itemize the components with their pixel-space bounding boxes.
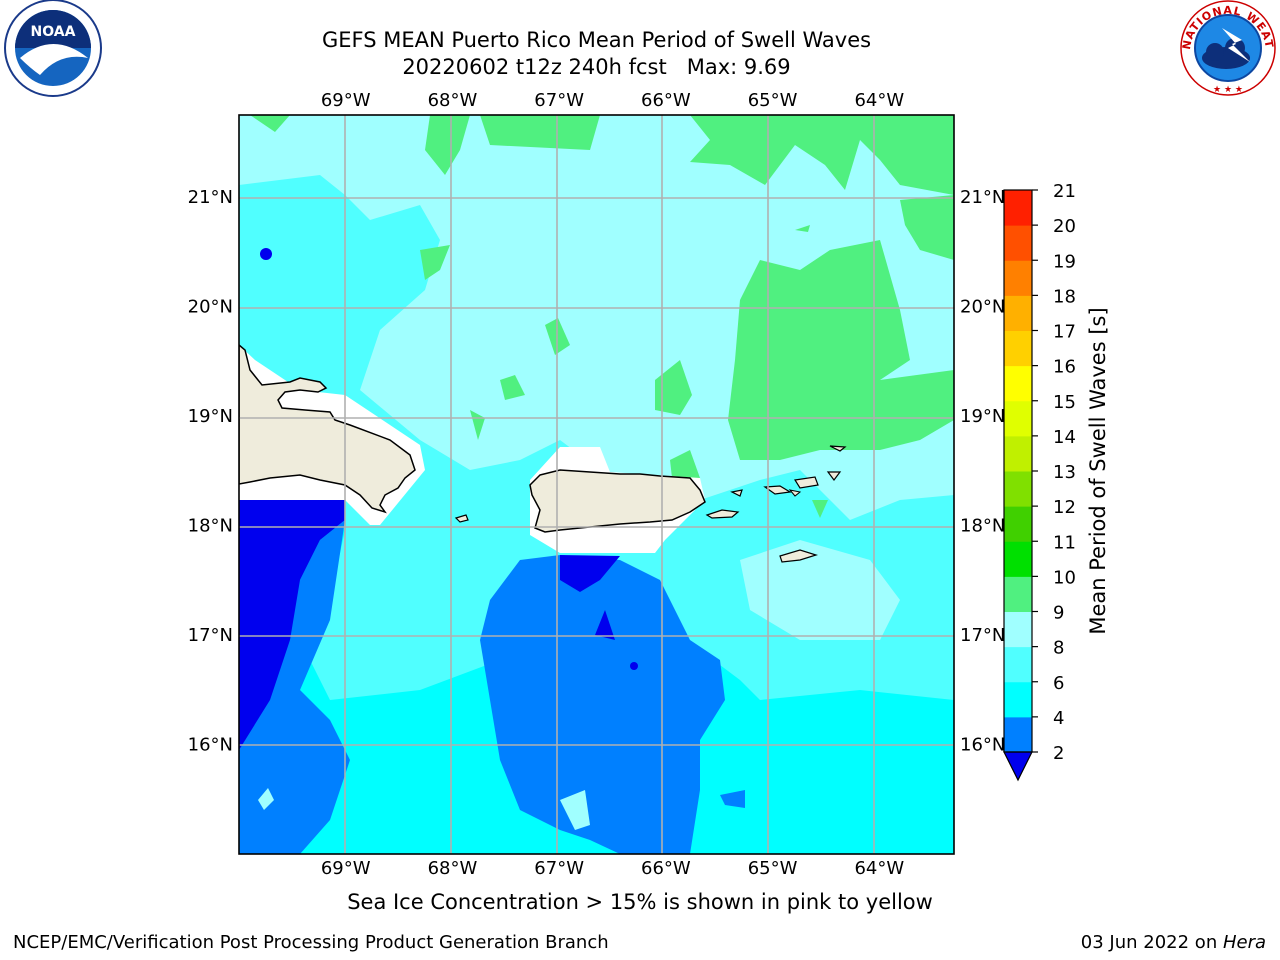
lat-label-left: 21°N <box>188 187 233 208</box>
lon-label-top: 69°W <box>321 90 371 111</box>
footer-credit: NCEP/EMC/Verification Post Processing Pr… <box>13 932 609 953</box>
lat-labels-right: 21°N 20°N 19°N 18°N 17°N 16°N <box>960 187 1005 755</box>
colorbar-tick-label: 12 <box>1053 497 1076 518</box>
lat-label-left: 19°N <box>188 406 233 427</box>
colorbar-tick-label: 14 <box>1053 427 1076 448</box>
colorbar: 2 4 6 8 9 10 11 12 13 14 15 16 17 18 19 20 21 <box>1003 181 1076 782</box>
noaa-logo: NOAA <box>4 0 102 97</box>
lon-label-top: 65°W <box>748 90 798 111</box>
colorbar-tick-label: 10 <box>1053 567 1076 588</box>
colorbar-segment <box>1004 471 1032 507</box>
noaa-logo-text: NOAA <box>31 24 76 40</box>
lat-label-right: 21°N <box>960 187 1005 208</box>
lon-label-bottom: 66°W <box>641 858 691 879</box>
colorbar-segment <box>1004 611 1032 648</box>
lon-label-bottom: 65°W <box>748 858 798 879</box>
colorbar-tick-label: 21 <box>1053 181 1076 202</box>
colorbar-segment <box>1004 576 1032 612</box>
colorbar-label: Mean Period of Swell Waves [s] <box>1086 307 1110 634</box>
lat-label-left: 16°N <box>188 735 233 756</box>
colorbar-tick-label: 11 <box>1053 532 1076 553</box>
map-subtitle: 20220602 t12z 240h fcst Max: 9.69 <box>402 55 791 79</box>
colorbar-segment <box>1004 646 1032 683</box>
colorbar-segment <box>1004 435 1032 472</box>
map-gridlines <box>239 115 954 854</box>
nws-ring-text: NATIONAL WEATHER SERVICE <box>0 0 1275 51</box>
lat-label-right: 16°N <box>960 735 1005 756</box>
colorbar-tick-label: 19 <box>1053 251 1076 272</box>
colorbar-tick-label: 18 <box>1053 286 1076 307</box>
footer-host: Hera <box>1222 932 1266 953</box>
lon-label-bottom: 64°W <box>854 858 904 879</box>
colorbar-segment <box>1004 365 1032 402</box>
colorbar-tick-label: 16 <box>1053 357 1076 378</box>
colorbar-tick-label: 20 <box>1053 216 1076 237</box>
colorbar-segment <box>1004 260 1032 296</box>
colorbar-segment <box>1004 506 1032 542</box>
lon-label-bottom: 69°W <box>321 858 371 879</box>
lon-label-bottom: 68°W <box>428 858 478 879</box>
lat-label-left: 20°N <box>188 297 233 318</box>
map-border <box>238 114 955 855</box>
colorbar-tick-label: 4 <box>1053 708 1064 729</box>
map-title: GEFS MEAN Puerto Rico Mean Period of Swe… <box>321 28 872 52</box>
lon-labels-top: 69°W 68°W 67°W 66°W 65°W 64°W <box>321 90 904 111</box>
colorbar-segment <box>1004 400 1032 437</box>
colorbar-tick-label: 13 <box>1053 462 1076 483</box>
colorbar-segment <box>1004 681 1032 718</box>
sea-ice-note: Sea Ice Concentration > 15% is shown in … <box>347 890 933 914</box>
lat-label-left: 18°N <box>188 516 233 537</box>
lat-label-left: 17°N <box>188 625 233 646</box>
lon-label-top: 66°W <box>641 90 691 111</box>
lon-labels-bottom: 69°W 68°W 67°W 66°W 65°W 64°W <box>321 858 904 879</box>
footer-date: 03 Jun 2022 on Hera <box>1081 932 1266 953</box>
colorbar-tick-label: 2 <box>1053 743 1064 764</box>
colorbar-under-arrow <box>1003 751 1033 782</box>
lon-label-top: 68°W <box>428 90 478 111</box>
lon-label-top: 64°W <box>854 90 904 111</box>
colorbar-tick-label: 17 <box>1053 322 1076 343</box>
colorbar-segment <box>1004 190 1032 226</box>
colorbar-segment <box>1004 716 1032 753</box>
lat-label-right: 20°N <box>960 297 1005 318</box>
colorbar-tick-label: 15 <box>1053 392 1076 413</box>
lat-labels-left: 21°N 20°N 19°N 18°N 17°N 16°N <box>188 187 233 755</box>
lon-label-top: 67°W <box>534 90 584 111</box>
colorbar-segment <box>1004 330 1032 367</box>
lon-label-bottom: 67°W <box>534 858 584 879</box>
lat-label-right: 18°N <box>960 516 1005 537</box>
lat-label-right: 19°N <box>960 406 1005 427</box>
colorbar-segment <box>1004 295 1032 331</box>
nws-logo: NATIONAL WEATHER SERVICE ★ ★ ★ <box>0 0 1276 96</box>
footer-date-text: 03 Jun 2022 on <box>1080 932 1223 953</box>
svg-text:NATIONAL WEATHER SERVICE: NATIONAL WEATHER SERVICE <box>0 0 1276 51</box>
map-plot-area <box>239 115 954 854</box>
lat-label-right: 17°N <box>960 625 1005 646</box>
colorbar-tick-label: 8 <box>1053 638 1064 659</box>
colorbar-segment <box>1004 541 1032 577</box>
colorbar-tick-label: 9 <box>1053 603 1064 624</box>
colorbar-tick-label: 6 <box>1053 673 1064 694</box>
colorbar-segment <box>1004 225 1032 261</box>
svg-text:★ ★ ★: ★ ★ ★ <box>1213 85 1243 95</box>
